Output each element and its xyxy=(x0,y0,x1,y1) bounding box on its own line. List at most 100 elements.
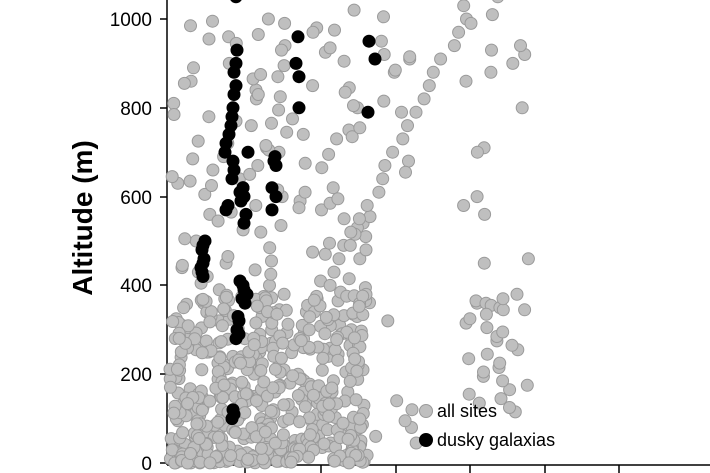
point-all-sites xyxy=(353,412,367,426)
point-all-sites xyxy=(202,110,216,124)
point-all-sites xyxy=(503,401,516,414)
point-all-sites xyxy=(224,449,238,463)
point-all-sites xyxy=(377,10,390,24)
point-all-sites xyxy=(492,0,504,4)
point-all-sites xyxy=(369,429,383,443)
point-all-sites xyxy=(250,394,263,408)
point-all-sites xyxy=(452,25,466,39)
point-all-sites xyxy=(261,12,275,26)
point-all-sites xyxy=(318,247,332,261)
point-all-sites xyxy=(353,121,367,135)
point-all-sites xyxy=(254,441,268,455)
point-all-sites xyxy=(183,174,197,188)
point-all-sites xyxy=(417,92,431,106)
point-all-sites xyxy=(167,96,181,110)
point-all-sites xyxy=(398,414,412,428)
point-all-sites xyxy=(270,307,284,321)
point-all-sites xyxy=(277,398,291,412)
point-all-sites xyxy=(239,387,253,401)
point-all-sites xyxy=(360,199,374,212)
point-all-sites xyxy=(477,365,490,379)
point-all-sites xyxy=(303,428,317,442)
point-all-sites xyxy=(518,303,532,317)
point-all-sites xyxy=(241,452,255,466)
point-all-sites xyxy=(345,130,359,144)
point-all-sites xyxy=(315,363,329,377)
point-all-sites xyxy=(251,88,265,101)
point-all-sites xyxy=(175,258,189,272)
point-all-sites xyxy=(388,63,402,77)
point-all-sites xyxy=(190,417,204,431)
point-all-sites xyxy=(187,61,200,75)
point-all-sites xyxy=(426,65,440,79)
point-all-sites xyxy=(493,356,507,370)
point-all-sites xyxy=(496,325,510,339)
point-dusky-galaxias xyxy=(227,65,241,79)
point-all-sites xyxy=(263,278,276,292)
point-all-sites xyxy=(214,335,228,349)
point-all-sites xyxy=(332,252,346,266)
point-all-sites xyxy=(293,415,306,429)
point-all-sites xyxy=(211,415,225,429)
point-all-sites xyxy=(447,39,461,53)
series-all-sites xyxy=(163,0,535,470)
y-tick-label: 0 xyxy=(141,454,152,473)
point-all-sites xyxy=(363,210,377,224)
point-all-sites xyxy=(350,364,364,378)
point-all-sites xyxy=(235,375,249,389)
y-tick-label: 200 xyxy=(120,365,152,386)
point-all-sites xyxy=(376,172,390,186)
point-all-sites xyxy=(405,403,419,417)
point-all-sites xyxy=(274,219,288,232)
point-all-sites xyxy=(396,132,410,146)
point-all-sites xyxy=(282,412,296,426)
point-all-sites xyxy=(503,383,517,397)
point-all-sites xyxy=(281,317,295,331)
legend-label-all-sites: all sites xyxy=(437,401,497,421)
point-all-sites xyxy=(292,201,306,215)
point-dusky-galaxias xyxy=(269,159,283,172)
point-all-sites xyxy=(316,351,330,365)
point-all-sites xyxy=(331,192,345,206)
point-all-sites xyxy=(434,52,448,66)
point-all-sites xyxy=(298,156,312,170)
point-all-sites xyxy=(215,319,229,333)
point-all-sites xyxy=(307,388,320,402)
point-dusky-galaxias xyxy=(196,270,210,283)
point-all-sites xyxy=(496,303,510,317)
point-all-sites xyxy=(170,362,184,376)
point-all-sites xyxy=(336,416,350,430)
point-dusky-galaxias xyxy=(227,88,241,101)
point-all-sites xyxy=(480,347,494,361)
point-all-sites xyxy=(296,127,310,141)
point-all-sites xyxy=(272,103,286,117)
point-dusky-galaxias xyxy=(292,70,306,84)
point-all-sites xyxy=(352,299,366,313)
point-all-sites xyxy=(184,19,197,33)
point-all-sites xyxy=(163,380,177,394)
point-all-sites xyxy=(198,187,212,201)
point-all-sites xyxy=(177,301,191,315)
point-all-sites xyxy=(331,353,345,367)
y-tick-label: 400 xyxy=(120,276,152,297)
point-all-sites xyxy=(485,8,499,22)
point-all-sites xyxy=(485,43,498,57)
point-all-sites xyxy=(275,43,288,57)
point-all-sites xyxy=(378,159,392,172)
point-all-sites xyxy=(254,68,268,81)
point-all-sites xyxy=(457,199,471,212)
point-all-sites xyxy=(341,432,355,446)
point-all-sites xyxy=(184,447,197,460)
point-all-sites xyxy=(203,456,217,470)
point-all-sites xyxy=(181,319,195,333)
point-all-sites xyxy=(277,287,291,301)
point-dusky-galaxias xyxy=(219,203,233,217)
point-all-sites xyxy=(228,426,242,439)
point-all-sites xyxy=(195,403,209,417)
point-all-sites xyxy=(268,436,282,450)
point-all-sites xyxy=(286,369,300,383)
point-all-sites xyxy=(216,391,230,404)
point-all-sites xyxy=(322,409,336,423)
point-all-sites xyxy=(480,321,494,335)
point-all-sites xyxy=(399,165,412,179)
